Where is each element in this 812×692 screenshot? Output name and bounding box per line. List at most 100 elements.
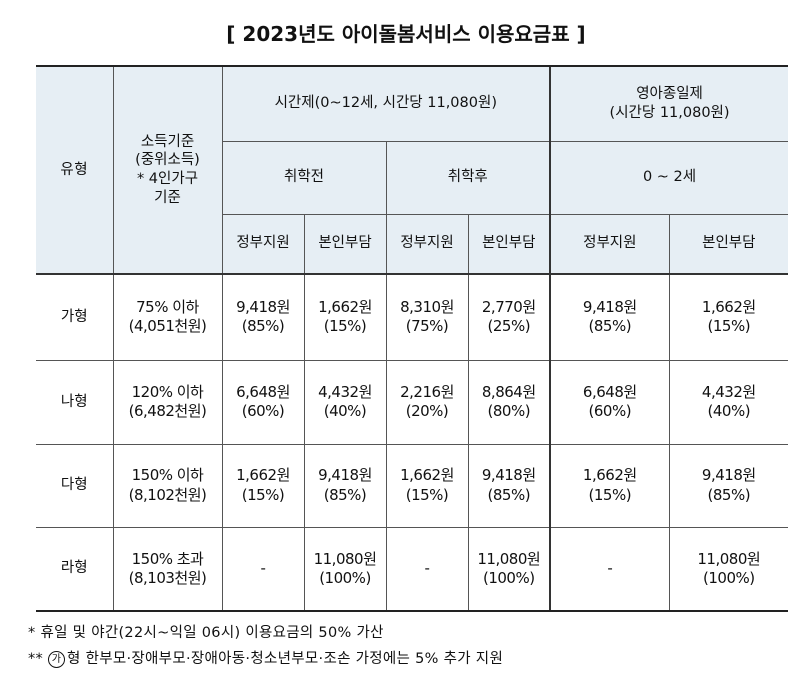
fee-amount: 11,080원 bbox=[697, 549, 761, 568]
header-income-line3: * 4인가구 bbox=[136, 171, 199, 187]
page-title: [ 2023년도 아이돌봄서비스 이용요금표 ] bbox=[226, 22, 586, 46]
fee-percent: (40%) bbox=[707, 402, 751, 420]
fee-percent: (15%) bbox=[707, 317, 751, 336]
income-amount: (4,051천원) bbox=[128, 317, 207, 336]
income-amount: (6,482천원) bbox=[128, 402, 207, 420]
fee-percent: (60%) bbox=[588, 402, 632, 420]
fee-amount: - bbox=[424, 559, 430, 578]
income-threshold: 150% 초과 bbox=[131, 549, 204, 568]
fee-cell: 4,432원 (40%) bbox=[303, 359, 387, 445]
footnote-surcharge: * 휴일 및 야간(22시~익일 06시) 이용요금의 50% 가산 bbox=[28, 625, 384, 641]
header-gov-support: 정부지원 bbox=[549, 213, 670, 275]
footnote-extra-support-text: 형 한부모·장애부모·장애아동·청소년부모·조손 가정에는 5% 추가 지원 bbox=[67, 651, 504, 667]
fee-percent: (20%) bbox=[405, 402, 449, 420]
fee-cell: 1,662원 (15%) bbox=[385, 443, 469, 528]
fee-cell: 8,864원 (80%) bbox=[467, 359, 551, 445]
fee-cell: 8,310원 (75%) bbox=[385, 273, 469, 361]
header-self-pay: 본인부담 bbox=[467, 213, 551, 275]
fee-cell: - bbox=[221, 526, 305, 612]
header-income-line4: 기준 bbox=[154, 189, 181, 206]
fee-percent: (15%) bbox=[405, 485, 449, 504]
header-post-school: 취학후 bbox=[385, 140, 551, 215]
header-gov-support: 정부지원 bbox=[385, 213, 469, 275]
fee-percent: (85%) bbox=[323, 485, 367, 504]
row-type: 가형 bbox=[36, 273, 114, 361]
fee-cell: - bbox=[385, 526, 469, 612]
fee-cell: 9,418원 (85%) bbox=[467, 443, 551, 528]
fee-cell: 1,662원 (15%) bbox=[668, 273, 789, 361]
fee-amount: 8,864원 bbox=[481, 382, 536, 401]
fee-percent: (15%) bbox=[588, 485, 632, 504]
fee-amount: - bbox=[260, 559, 266, 578]
header-hourly: 시간제(0~12세, 시간당 11,080원) bbox=[221, 65, 551, 142]
fee-percent: (85%) bbox=[487, 485, 531, 504]
circled-ga-icon: 가 bbox=[48, 651, 66, 668]
fee-amount: 9,418원 bbox=[236, 298, 290, 317]
fee-percent: (100%) bbox=[482, 568, 535, 587]
fee-percent: (60%) bbox=[241, 402, 285, 420]
fee-amount: 9,418원 bbox=[318, 466, 372, 485]
fee-amount: - bbox=[607, 559, 613, 578]
fee-amount: 6,648원 bbox=[236, 382, 290, 401]
fee-table: 유형 소득기준 (중위소득) * 4인가구 기준 시간제(0~12세, 시간당 … bbox=[36, 65, 789, 612]
footnote-marker: ** bbox=[28, 651, 49, 667]
fee-percent: (15%) bbox=[241, 485, 285, 504]
fee-amount: 8,310원 bbox=[400, 298, 454, 317]
fee-cell: 9,418원 (85%) bbox=[221, 273, 305, 361]
fee-cell: 9,418원 (85%) bbox=[668, 443, 789, 528]
header-income-line1: 소득기준 bbox=[140, 133, 195, 150]
fee-amount: 1,662원 bbox=[701, 298, 756, 317]
table-row: 다형 150% 이하 (8,102천원) 1,662원 (15%) 9,418원 (8… bbox=[36, 443, 789, 528]
header-pre-school: 취학전 bbox=[222, 140, 387, 215]
fee-amount: 1,662원 bbox=[236, 466, 290, 485]
header-gov-support: 정부지원 bbox=[222, 213, 305, 275]
header-self-pay: 본인부담 bbox=[303, 213, 387, 275]
fee-amount: 9,418원 bbox=[582, 298, 637, 317]
fee-percent: (75%) bbox=[405, 317, 449, 336]
fee-cell: 9,418원 (85%) bbox=[303, 443, 387, 528]
row-income: 120% 이하 (6,482천원) bbox=[112, 359, 223, 445]
header-self-pay: 본인부담 bbox=[668, 213, 789, 275]
header-infant-age: 0 ~ 2세 bbox=[549, 140, 789, 215]
fee-amount: 4,432원 bbox=[701, 382, 756, 401]
fee-cell: 9,418원 (85%) bbox=[549, 273, 670, 361]
fee-cell: 1,662원 (15%) bbox=[303, 273, 387, 361]
header-type: 유형 bbox=[36, 65, 114, 275]
fee-percent: (85%) bbox=[588, 317, 632, 336]
fee-percent: (40%) bbox=[323, 402, 367, 420]
row-type: 라형 bbox=[36, 526, 114, 612]
row-income: 150% 초과 (8,103천원) bbox=[112, 526, 223, 612]
table-row: 나형 120% 이하 (6,482천원) 6,648원 (60%) 4,432원 (4… bbox=[36, 359, 789, 445]
fee-cell: 2,770원 (25%) bbox=[467, 273, 551, 361]
header-income: 소득기준 (중위소득) * 4인가구 기준 bbox=[112, 65, 223, 275]
fee-cell: - bbox=[549, 526, 670, 612]
income-amount: (8,102천원) bbox=[128, 485, 207, 504]
fee-amount: 2,770원 bbox=[481, 298, 536, 317]
fee-cell: 11,080원 (100%) bbox=[668, 526, 789, 612]
fee-amount: 1,662원 bbox=[582, 466, 637, 485]
fee-percent: (25%) bbox=[487, 317, 531, 336]
fee-percent: (100%) bbox=[319, 568, 371, 587]
fee-amount: 9,418원 bbox=[701, 466, 756, 485]
row-income: 150% 이하 (8,102천원) bbox=[112, 443, 223, 528]
fee-amount: 4,432원 bbox=[318, 382, 372, 401]
fee-percent: (85%) bbox=[241, 317, 285, 336]
fee-amount: 11,080원 bbox=[313, 549, 377, 568]
fee-percent: (85%) bbox=[707, 485, 751, 504]
fee-cell: 11,080원 (100%) bbox=[467, 526, 551, 612]
fee-percent: (100%) bbox=[703, 568, 755, 587]
header-income-line2: (중위소득) bbox=[135, 152, 200, 169]
fee-cell: 2,216원 (20%) bbox=[385, 359, 469, 445]
fee-amount: 9,418원 bbox=[481, 466, 536, 485]
fee-amount: 11,080원 bbox=[477, 549, 541, 568]
fee-amount: 6,648원 bbox=[582, 382, 637, 401]
table-row: 가형 75% 이하 (4,051천원) 9,418원 (85%) 1,662원 (15… bbox=[36, 273, 789, 361]
fee-cell: 6,648원 (60%) bbox=[549, 359, 670, 445]
fee-cell: 6,648원 (60%) bbox=[221, 359, 305, 445]
fee-cell: 1,662원 (15%) bbox=[549, 443, 670, 528]
fee-cell: 1,662원 (15%) bbox=[221, 443, 305, 528]
table-row: 라형 150% 초과 (8,103천원) - 11,080원 (100%) - 11… bbox=[36, 526, 789, 612]
row-income: 75% 이하 (4,051천원) bbox=[112, 273, 223, 361]
row-type: 나형 bbox=[36, 359, 114, 445]
